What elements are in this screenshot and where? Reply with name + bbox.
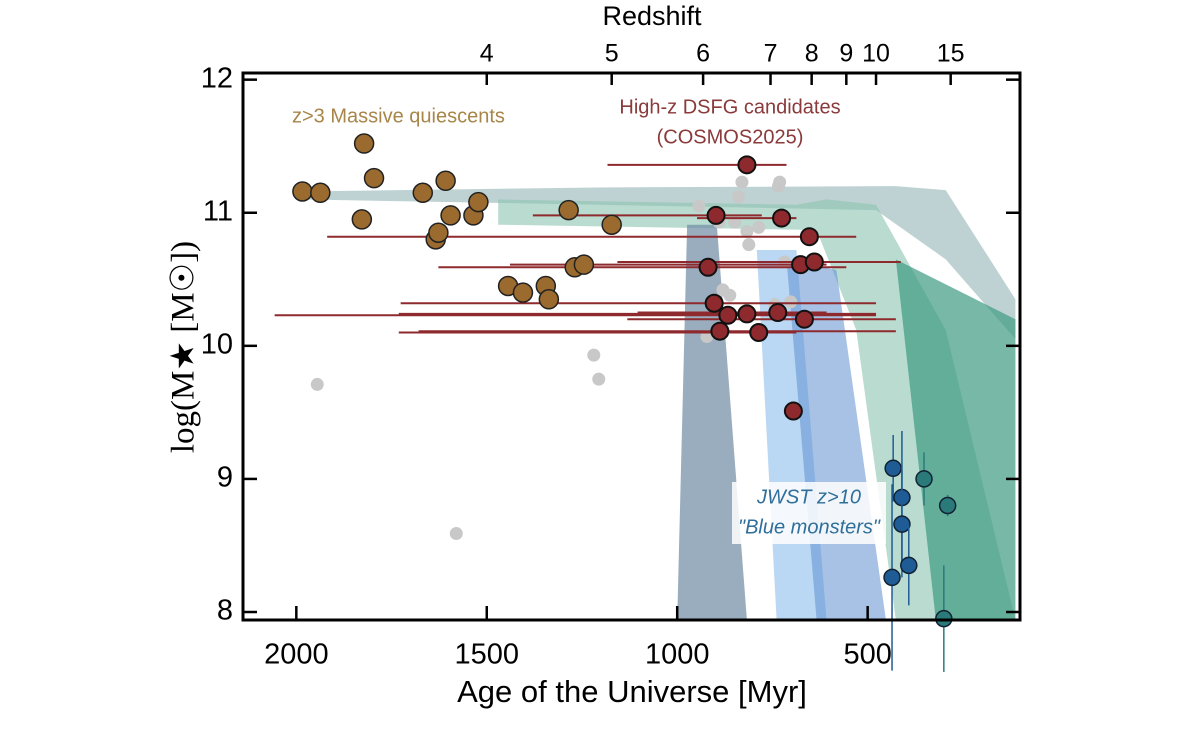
quiescent-point bbox=[573, 254, 595, 275]
gray-point bbox=[735, 175, 749, 189]
y-tick-label: 9 bbox=[217, 462, 233, 494]
top-tick-label: 6 bbox=[696, 40, 710, 68]
quiescent-point bbox=[558, 199, 579, 221]
x-tick-label: 1500 bbox=[455, 639, 520, 671]
dsfg-point bbox=[794, 309, 814, 329]
top-tick-label: 8 bbox=[805, 40, 819, 68]
dsfg-point bbox=[698, 257, 718, 277]
bands bbox=[299, 186, 1016, 620]
quiescent-point bbox=[353, 133, 375, 154]
gray-point bbox=[449, 526, 463, 540]
top-tick-label: 15 bbox=[937, 40, 965, 68]
quiescent-point bbox=[310, 182, 331, 204]
top-tick-label: 10 bbox=[862, 40, 890, 68]
blue-label: "Blue monsters" bbox=[738, 516, 881, 538]
dsfg-point bbox=[783, 401, 803, 421]
blue-point bbox=[883, 568, 901, 587]
quiescent-point bbox=[468, 191, 489, 213]
gray-point bbox=[784, 295, 798, 309]
dsfg-point bbox=[706, 205, 726, 225]
top-tick-label: 4 bbox=[480, 40, 494, 68]
quiescent-point bbox=[412, 182, 434, 204]
points bbox=[274, 133, 957, 672]
quiescent-point bbox=[601, 214, 622, 235]
dsfg-point bbox=[718, 305, 738, 325]
blue-point bbox=[900, 556, 918, 575]
gray-point bbox=[740, 224, 754, 238]
label-box bbox=[732, 482, 886, 544]
dsfg-point bbox=[799, 227, 819, 247]
x-tick-label: 2000 bbox=[264, 639, 329, 671]
gray-point bbox=[692, 199, 706, 213]
blue-point bbox=[884, 459, 902, 478]
quiescent-point bbox=[538, 289, 560, 310]
gray-point bbox=[723, 288, 737, 302]
y-tick-label: 11 bbox=[203, 195, 233, 227]
x-tick-label: 1000 bbox=[645, 639, 710, 671]
model-band bbox=[299, 186, 1016, 340]
quiescent-point bbox=[292, 181, 313, 202]
dsfg-point bbox=[772, 208, 792, 228]
dsfg-point bbox=[768, 303, 788, 323]
quiescent-point bbox=[440, 205, 461, 226]
y-tick-label: 12 bbox=[201, 62, 233, 94]
gray-point bbox=[752, 220, 766, 234]
quiescent-point bbox=[363, 167, 385, 189]
top-tick-label: 9 bbox=[839, 40, 853, 68]
y-tick-label: 10 bbox=[201, 328, 233, 360]
quiescent-point bbox=[351, 209, 373, 230]
gray-point bbox=[742, 238, 756, 252]
dsfg-label: (COSMOS2025) bbox=[657, 126, 804, 148]
gray-point bbox=[310, 377, 324, 391]
gray-point bbox=[732, 190, 746, 204]
dsfg-point bbox=[704, 293, 724, 313]
dsfg-point bbox=[749, 323, 769, 343]
quiescent-point bbox=[512, 282, 534, 303]
top-tick-label: 7 bbox=[764, 40, 778, 68]
y-tick-label: 8 bbox=[217, 595, 233, 627]
gray-point bbox=[587, 348, 601, 362]
blue-point bbox=[893, 515, 911, 533]
model-band bbox=[498, 199, 1016, 620]
dsfg-label: High-z DSFG candidates bbox=[619, 96, 840, 118]
dsfg-point bbox=[737, 155, 757, 175]
dsfg-point bbox=[737, 304, 757, 324]
model-band bbox=[895, 259, 1016, 620]
x-axis-label: Age of the Universe [Myr] bbox=[457, 674, 807, 709]
quiescent-label: z>3 Massive quiescents bbox=[292, 105, 505, 127]
blue-label: JWST z>10 bbox=[756, 486, 861, 508]
gray-point bbox=[772, 179, 786, 193]
gray-point bbox=[592, 372, 606, 386]
blue-point bbox=[938, 496, 957, 515]
dsfg-point bbox=[804, 252, 824, 272]
blue-point bbox=[915, 470, 933, 488]
quiescent-point bbox=[428, 222, 449, 243]
y-axis-label: log(M★ [M☉]) bbox=[166, 241, 202, 453]
model-band bbox=[677, 224, 747, 620]
quiescent-point bbox=[435, 170, 456, 192]
dsfg-point bbox=[710, 321, 730, 341]
top-tick-label: 5 bbox=[605, 40, 619, 68]
top-axis-label: Redshift bbox=[602, 1, 702, 31]
x-tick-label: 500 bbox=[843, 639, 891, 671]
